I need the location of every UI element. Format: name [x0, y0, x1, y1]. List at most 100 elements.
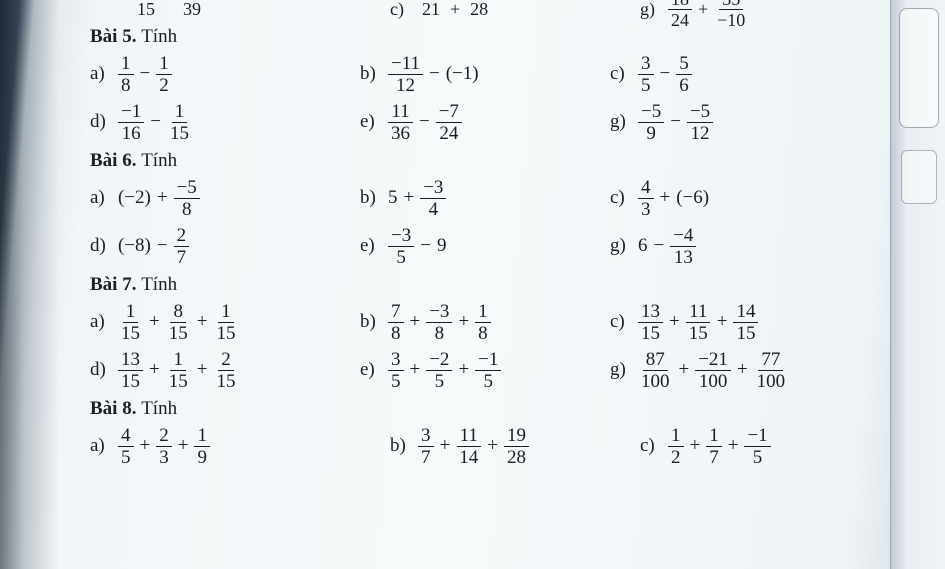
den: 4 [426, 199, 442, 219]
op-plus: + [193, 311, 212, 333]
frac: 56 [676, 54, 692, 95]
den: 21 [418, 0, 444, 20]
num: 1 [194, 426, 210, 447]
frac: −512 [687, 102, 713, 143]
frac: 1928 [504, 426, 529, 467]
num: 8 [170, 302, 186, 323]
op-plus: + [145, 359, 164, 381]
item-label: g) [610, 111, 636, 133]
item-label: d) [90, 111, 116, 133]
den: 8 [388, 323, 404, 343]
num: 1 [475, 302, 491, 323]
num: −3 [420, 178, 446, 199]
den: 7 [706, 447, 722, 467]
num: 11 [457, 426, 481, 447]
item-label: c) [390, 0, 416, 20]
comic-panel-hint [899, 8, 939, 128]
den: 100 [754, 371, 789, 391]
op-minus: − [153, 235, 172, 257]
frac: −59 [638, 102, 664, 143]
num: 1 [668, 426, 684, 447]
heading-word: Tính [141, 150, 177, 171]
op-plus: + [454, 359, 473, 381]
op-plus: + [483, 435, 502, 457]
den: 15 [213, 323, 238, 343]
frac: 1315 [638, 302, 663, 343]
den: 28 [504, 447, 529, 467]
frac: 115 [167, 102, 192, 143]
item-label: a) [90, 63, 116, 85]
frac: 43 [638, 178, 654, 219]
op-plus: + [656, 187, 675, 209]
num: −5 [687, 102, 713, 123]
den: 5 [118, 447, 134, 467]
num: 39 [180, 0, 204, 19]
op-plus: + [136, 435, 155, 457]
num: −5 [638, 102, 664, 123]
num: 3 [418, 426, 434, 447]
num: −4 [670, 226, 696, 247]
den: −10 [714, 10, 748, 29]
num: 87 [643, 350, 668, 371]
heading-number: Bài 5. [90, 26, 136, 47]
num: 18 [668, 0, 692, 10]
frac: 115 [118, 302, 143, 343]
bai8-row1: a) 45 + 23 + 19 b) 37 + 1114 + 1928 c) 1… [90, 422, 880, 470]
comic-panel-hint [901, 150, 937, 204]
heading-number: Bài 8. [90, 398, 136, 419]
frac: 23 [156, 426, 172, 467]
item-label: e) [360, 111, 386, 133]
op-plus: + [406, 311, 425, 333]
op-plus: + [724, 435, 743, 457]
num: 13 [118, 350, 143, 371]
top-frac-a2: 39 [180, 0, 204, 19]
num: 2 [174, 226, 190, 247]
op-plus: + [694, 0, 712, 20]
den: 12 [393, 75, 418, 95]
num: 3 [388, 350, 404, 371]
op-minus: − [666, 111, 685, 133]
frac: 1115 [686, 302, 711, 343]
heading-word: Tính [141, 274, 177, 295]
frac: 1415 [733, 302, 758, 343]
den: 15 [638, 323, 663, 343]
frac: 27 [174, 226, 190, 267]
heading-word: Tính [141, 398, 177, 419]
op-minus: − [416, 235, 435, 257]
num: 1 [170, 350, 186, 371]
num: −1 [475, 350, 501, 371]
item-label: b) [360, 187, 386, 209]
frac: −25 [426, 350, 452, 391]
frac: 1315 [118, 350, 143, 391]
num: 1 [118, 54, 134, 75]
num: 11 [388, 102, 412, 123]
item-label: c) [610, 187, 636, 209]
item-label: a) [90, 311, 116, 333]
item-label: e) [360, 235, 386, 257]
den: 15 [733, 323, 758, 343]
frac: −1112 [388, 54, 423, 95]
frac: 1114 [456, 426, 481, 467]
num: 4 [638, 178, 654, 199]
den: 5 [638, 75, 654, 95]
den: 15 [166, 323, 191, 343]
int-term: 9 [437, 235, 447, 257]
den: 8 [475, 323, 491, 343]
int-term: (−6) [676, 187, 709, 209]
worksheet-page: 15 39 c) 21 + 28 g) 1824 + 35−10 [0, 0, 890, 569]
num: 14 [733, 302, 758, 323]
num: 5 [676, 54, 692, 75]
int-term: (−8) [118, 235, 151, 257]
heading-number: Bài 7. [90, 274, 136, 295]
adjacent-page-strip [890, 0, 945, 569]
op-plus: + [675, 359, 694, 381]
item-label: b) [390, 435, 416, 457]
num: −1 [118, 102, 144, 123]
op-plus: + [193, 359, 212, 381]
den: 15 [118, 323, 143, 343]
num: 7 [388, 302, 404, 323]
op-minus: − [415, 111, 434, 133]
num: 35 [719, 0, 743, 10]
op-plus: + [665, 311, 684, 333]
frac: 77100 [754, 350, 789, 391]
